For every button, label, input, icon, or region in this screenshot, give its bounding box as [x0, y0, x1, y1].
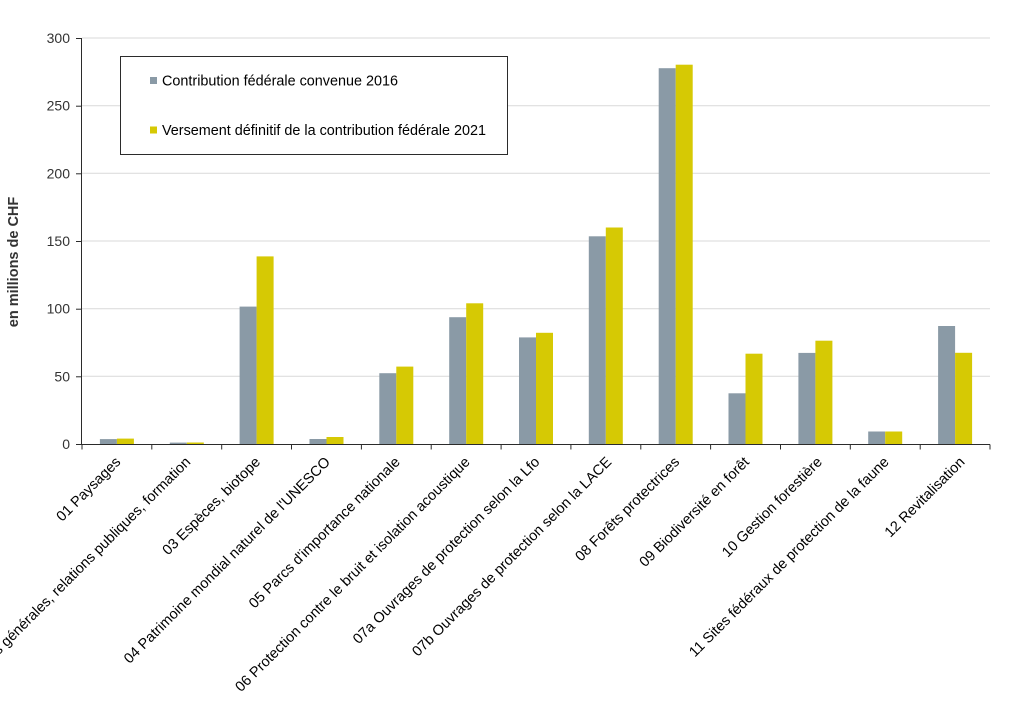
svg-text:Contribution fédérale convenue: Contribution fédérale convenue 2016	[162, 74, 398, 90]
svg-text:Versement définitif de la cont: Versement définitif de la contribution f…	[162, 123, 486, 139]
svg-text:50: 50	[54, 368, 70, 384]
svg-text:0: 0	[62, 436, 70, 452]
svg-text:en millions de CHF: en millions de CHF	[6, 197, 22, 328]
svg-text:250: 250	[47, 98, 71, 114]
svg-text:150: 150	[47, 233, 71, 249]
svg-text:200: 200	[47, 165, 71, 181]
svg-text:100: 100	[47, 301, 71, 317]
svg-text:300: 300	[47, 30, 71, 46]
